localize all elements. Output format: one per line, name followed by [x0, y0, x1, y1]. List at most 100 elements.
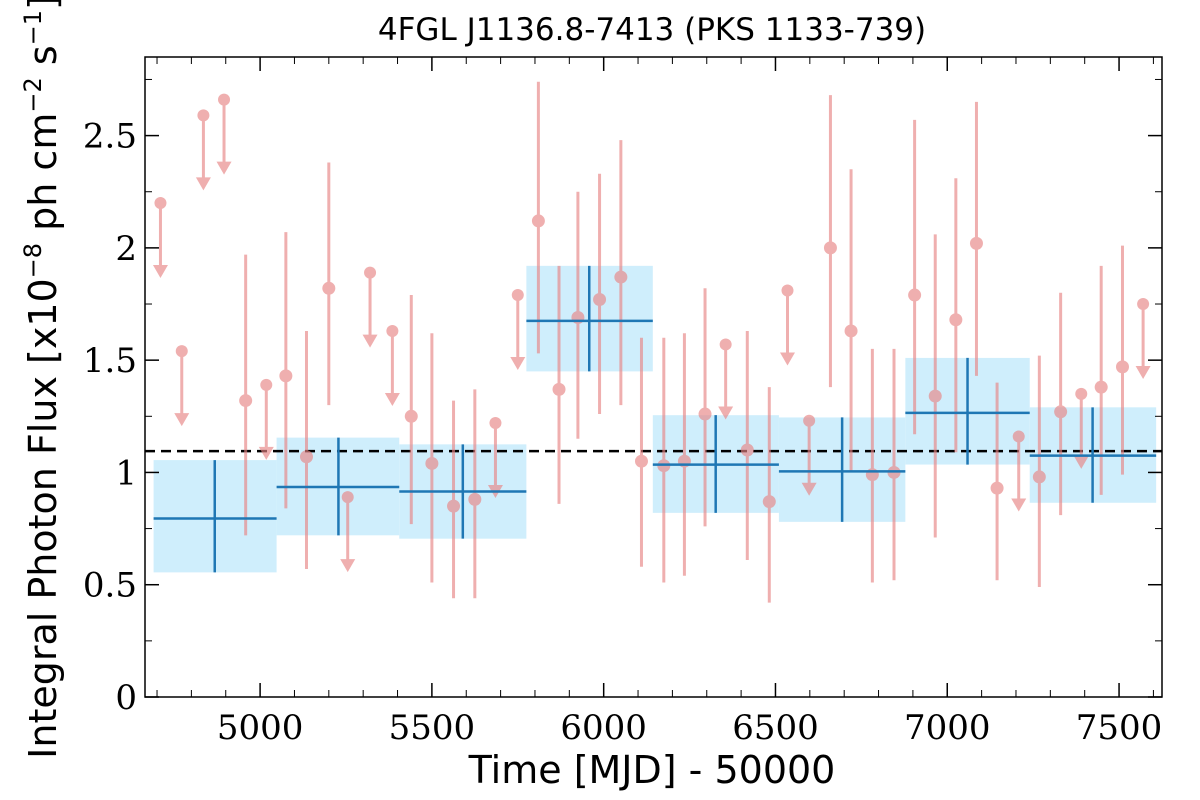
long-bin-point-2	[399, 444, 527, 539]
x-tick-label: 6500	[732, 708, 819, 748]
upper-limit-arrowhead	[174, 413, 190, 427]
detection-marker	[425, 456, 439, 470]
upper-limit-arrowhead	[510, 357, 526, 371]
detection-marker	[1115, 360, 1129, 374]
upper-limit-marker	[489, 417, 502, 430]
upper-limit-12	[801, 414, 817, 496]
detection-point-25	[949, 178, 963, 453]
detection-point-5	[425, 333, 439, 583]
detection-marker	[908, 288, 922, 302]
upper-limit-arrowhead	[216, 161, 232, 175]
y-axis-title-exp1: −8	[19, 243, 47, 278]
long-bin-bands	[153, 265, 1157, 573]
y-tick-label: 1.5	[83, 341, 137, 381]
detection-marker	[279, 369, 293, 383]
long-bin-series	[153, 265, 1157, 573]
detection-point-28	[1032, 355, 1046, 587]
y-axis-title: Integral Photon Flux [x10−8 ph cm−2 s−1]	[19, 0, 65, 759]
upper-limit-1	[174, 345, 190, 427]
detection-point-20	[844, 169, 858, 473]
upper-limit-arrowhead	[152, 264, 168, 278]
upper-limit-14	[1073, 387, 1089, 469]
long-bin-point-5	[778, 417, 906, 522]
upper-limit-marker	[260, 378, 273, 391]
long-bin-point-0	[153, 460, 277, 573]
upper-limit-marker	[719, 338, 732, 351]
upper-limit-11	[779, 284, 795, 366]
upper-limit-marker	[218, 93, 231, 106]
detection-point-8	[531, 81, 545, 354]
y-tick-label: 2	[115, 229, 137, 269]
long-bin-point-7	[1029, 407, 1157, 503]
detection-marker	[949, 313, 963, 327]
upper-limit-marker	[1075, 387, 1088, 400]
detection-marker	[552, 382, 566, 396]
detection-point-1	[299, 330, 313, 569]
detection-marker	[614, 270, 628, 284]
upper-limit-0	[152, 196, 168, 278]
upper-limit-arrowhead	[1011, 498, 1027, 512]
upper-limit-marker	[1137, 298, 1150, 311]
detection-marker	[322, 281, 336, 295]
detection-point-24	[928, 234, 942, 538]
y-axis: 0 0.5 1 1.5 2 2.5	[83, 78, 1162, 718]
upper-limit-arrowhead	[258, 446, 274, 460]
detection-point-13	[634, 337, 648, 567]
upper-limit-marker	[803, 414, 816, 427]
y-axis-title-mid: ph cm	[21, 113, 65, 243]
chart-title: 4FGL J1136.8-7413 (PKS 1133-739)	[378, 12, 926, 48]
upper-limit-arrowhead	[362, 334, 378, 348]
detection-marker	[990, 481, 1004, 495]
detection-marker	[698, 407, 712, 421]
upper-limit-marker	[511, 289, 524, 302]
y-axis-title-prefix: Integral Photon Flux [x10	[21, 278, 65, 759]
x-tick-label: 5000	[217, 708, 304, 748]
upper-limit-marker	[154, 196, 167, 209]
upper-limit-2	[195, 109, 211, 191]
detection-marker	[928, 389, 942, 403]
plot-frame	[144, 56, 1163, 698]
y-axis-title-mid2: s	[21, 45, 65, 77]
detection-marker	[239, 394, 253, 408]
upper-limit-arrowhead	[1073, 455, 1089, 469]
upper-limit-marker	[341, 491, 354, 504]
x-tick-label: 5500	[389, 708, 476, 748]
detection-marker	[447, 499, 461, 513]
upper-limit-marker	[175, 345, 188, 358]
long-bin-point-1	[276, 437, 400, 536]
detection-point-18	[762, 387, 776, 603]
x-tick-label: 7500	[1076, 708, 1163, 748]
x-tick-label: 7000	[904, 708, 991, 748]
y-axis-title-exp2: −2	[19, 77, 47, 112]
upper-limit-7	[384, 324, 400, 406]
upper-limit-3	[216, 93, 232, 175]
upper-limit-6	[362, 266, 378, 348]
upper-limit-arrowhead	[340, 559, 356, 573]
y-axis-title-suffix: ]	[21, 0, 65, 10]
detection-point-10	[571, 191, 585, 439]
detection-point-0	[279, 232, 293, 509]
detection-point-4	[404, 295, 418, 525]
detection-marker	[762, 495, 776, 509]
detection-point-3	[239, 254, 253, 536]
short-bin-series	[152, 81, 1151, 603]
upper-limit-arrowhead	[195, 177, 211, 191]
detection-point-7	[468, 389, 482, 599]
detection-marker	[404, 409, 418, 423]
upper-limit-marker	[1012, 430, 1025, 443]
detection-marker	[1094, 380, 1108, 394]
detection-marker	[1054, 405, 1068, 419]
upper-limit-arrowhead	[718, 406, 734, 420]
detection-point-19	[823, 95, 837, 388]
detection-point-2	[322, 162, 336, 406]
detection-marker	[634, 454, 648, 468]
upper-limit-5	[340, 491, 356, 573]
detection-point-27	[990, 382, 1004, 581]
upper-limit-10	[718, 338, 734, 420]
x-tick-label: 6000	[560, 708, 647, 748]
detection-marker	[844, 324, 858, 338]
detection-marker	[468, 492, 482, 506]
detection-marker	[531, 214, 545, 228]
